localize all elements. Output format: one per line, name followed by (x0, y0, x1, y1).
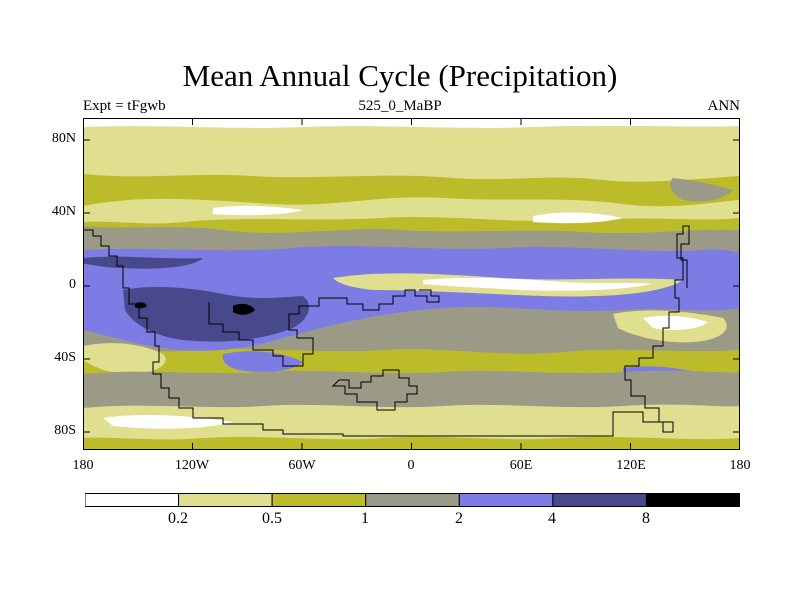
colorbar-label-0: 0.2 (168, 510, 188, 527)
field-streak-nh4 (670, 178, 733, 202)
lon-label-120w: 120W (174, 458, 210, 473)
field-tropics-dark (123, 287, 309, 342)
field-sh-light1 (83, 343, 166, 375)
colorbar-label-4: 4 (548, 510, 556, 527)
colorbar-label-1: 0.5 (262, 510, 282, 527)
experiment-label: Expt = tFgwb (83, 98, 166, 114)
colorbar-label-2: 1 (361, 510, 369, 527)
colorbar-swatch-6 (645, 493, 740, 507)
y-tick-marks (83, 139, 740, 433)
field-south-light (83, 404, 740, 440)
continent-outline (83, 225, 690, 437)
lon-label-180e: 180 (729, 458, 751, 473)
colorbar-swatch-0 (85, 493, 180, 507)
continent-outline-2 (208, 289, 440, 367)
colorbar-swatch-4 (458, 493, 554, 507)
lon-label-0: 0 (407, 458, 415, 473)
age-label: 525_0_MaBP (358, 98, 442, 114)
colorbar (85, 493, 740, 507)
colorbar-swatch-1 (178, 493, 273, 507)
colorbar-label-3: 2 (455, 510, 463, 527)
map-title: Mean Annual Cycle (Precipitation) (182, 58, 618, 93)
colorbar-swatch-5 (552, 493, 647, 507)
lat-label-0: 0 (69, 277, 76, 292)
lat-label-40s: 40S (54, 350, 76, 365)
lat-label-40n: 40N (51, 204, 76, 219)
colorbar-swatch-2 (271, 493, 367, 507)
x-tick-marks (192, 118, 631, 450)
lat-label-80n: 80N (51, 131, 76, 146)
field-tropics-dark2 (83, 256, 203, 269)
colorbar-swatch-3 (365, 493, 460, 507)
lon-label-60w: 60W (288, 458, 316, 473)
lon-label-180w: 180 (72, 458, 94, 473)
lon-label-120e: 120E (616, 458, 646, 473)
field-streak-nh3 (533, 212, 623, 224)
lat-label-80s: 80S (54, 423, 76, 438)
lon-label-60e: 60E (509, 458, 533, 473)
field-eq-white (423, 277, 653, 291)
precipitation-map (83, 118, 740, 450)
colorbar-label-5: 8 (642, 510, 650, 527)
field-max-1 (233, 303, 255, 315)
continent-outline-3 (331, 369, 418, 411)
field-band-north-light (83, 118, 740, 182)
field-sh-white2 (643, 315, 708, 330)
season-label: ANN (707, 98, 741, 114)
field-streak-nh2 (213, 205, 303, 216)
